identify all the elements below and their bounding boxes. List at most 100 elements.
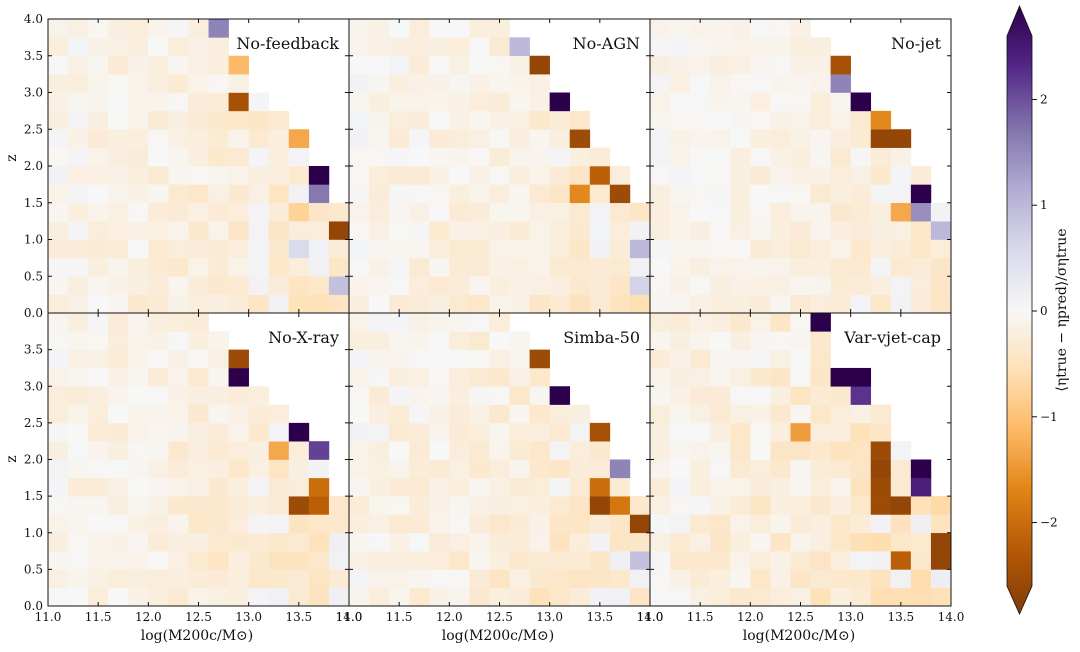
heatmap-cell (449, 331, 470, 350)
heatmap-cell (349, 184, 370, 204)
heatmap-cell (870, 569, 892, 588)
heatmap-cell (88, 477, 109, 497)
heatmap-cell (208, 184, 229, 204)
heatmap-cell (469, 74, 490, 93)
heatmap-cell (148, 514, 169, 534)
heatmap-cell (68, 166, 89, 185)
heatmap-cell (68, 147, 89, 167)
heatmap-cell (88, 110, 109, 130)
heatmap-cell (489, 422, 510, 442)
heatmap-cell (268, 202, 290, 222)
heatmap-cell (389, 441, 410, 460)
heatmap-cell (168, 532, 189, 552)
heatmap-cell (248, 110, 270, 130)
heatmap-cell (790, 587, 811, 607)
heatmap-cell (850, 239, 872, 259)
heatmap-cell (469, 587, 490, 607)
heatmap-cell (569, 441, 591, 460)
heatmap-cell (670, 569, 691, 588)
heatmap-cell (690, 349, 711, 369)
heatmap-cell (469, 477, 490, 497)
heatmap-cell (148, 349, 169, 369)
x-tick-label: 11.5 (386, 610, 413, 624)
heatmap-cell (228, 532, 249, 552)
heatmap-cell (870, 202, 892, 222)
heatmap-cell (48, 294, 69, 314)
heatmap-cell (650, 184, 671, 204)
heatmap-cell (268, 477, 290, 497)
heatmap-cell (730, 569, 751, 588)
heatmap-cell (369, 496, 390, 515)
heatmap-cell (509, 294, 530, 314)
heatmap-cell (469, 496, 490, 515)
heatmap-cell (429, 276, 450, 295)
heatmap-cell (469, 239, 490, 259)
heatmap-cell (148, 184, 169, 204)
heatmap-cell (88, 74, 109, 93)
heatmap-cell (268, 239, 290, 259)
heatmap-cell (449, 569, 470, 588)
heatmap-cell (48, 221, 69, 240)
heatmap-cell (288, 514, 310, 534)
heatmap-cell (810, 367, 831, 387)
heatmap-cell (730, 422, 751, 442)
heatmap-cell (288, 294, 310, 314)
heatmap-cell (690, 74, 711, 93)
heatmap-cell (288, 441, 310, 460)
heatmap-cell (790, 257, 811, 277)
heatmap-cell (830, 496, 851, 515)
heatmap-cell (429, 184, 450, 204)
heatmap-cell (569, 110, 591, 130)
heatmap-cell (609, 239, 631, 259)
heatmap-cell (349, 147, 370, 167)
heatmap-cell (489, 55, 510, 75)
heatmap-cell (228, 92, 249, 112)
heatmap-cell (409, 313, 430, 332)
heatmap-cell (68, 422, 89, 442)
heatmap-cells (349, 19, 651, 314)
heatmap-cell (88, 239, 109, 259)
heatmap-cell (710, 74, 731, 93)
heatmap-cell (108, 239, 129, 259)
heatmap-cell (409, 349, 430, 369)
heatmap-cell (770, 74, 791, 93)
heatmap-cell (469, 129, 490, 148)
heatmap-cell (870, 257, 892, 277)
heatmap-cell (228, 129, 249, 148)
heatmap-cell (509, 496, 530, 515)
heatmap-cell (449, 459, 470, 479)
heatmap-cell (790, 331, 811, 350)
heatmap-cell (128, 386, 149, 405)
heatmap-cell (108, 441, 129, 460)
heatmap-cell (549, 147, 571, 167)
heatmap-cell (690, 496, 711, 515)
heatmap-cell (670, 184, 691, 204)
heatmap-cell (429, 166, 450, 185)
heatmap-cell (890, 459, 912, 479)
heatmap-cell (690, 477, 711, 497)
heatmap-cell (870, 110, 892, 130)
heatmap-cell (148, 276, 169, 295)
heatmap-cell (409, 37, 430, 57)
heatmap-cell (509, 184, 530, 204)
heatmap-cell (489, 331, 510, 350)
heatmap-cell (750, 55, 771, 75)
heatmap-cell (830, 239, 851, 259)
heatmap-cell (770, 386, 791, 405)
heatmap-cell (108, 257, 129, 277)
heatmap-cell (409, 110, 430, 130)
heatmap-cell (750, 349, 771, 369)
heatmap-cell (88, 92, 109, 112)
heatmap-cell (389, 276, 410, 295)
heatmap-cell (469, 276, 490, 295)
heatmap-cell (429, 110, 450, 130)
heatmap-cell (369, 532, 390, 552)
panel-title: No-X-ray (268, 328, 339, 347)
heatmap-cell (670, 422, 691, 442)
heatmap-cell (589, 532, 611, 552)
heatmap-cell (650, 532, 671, 552)
heatmap-cell (389, 147, 410, 167)
heatmap-cell (509, 331, 530, 350)
heatmap-cell (750, 202, 771, 222)
heatmap-cell (148, 386, 169, 405)
